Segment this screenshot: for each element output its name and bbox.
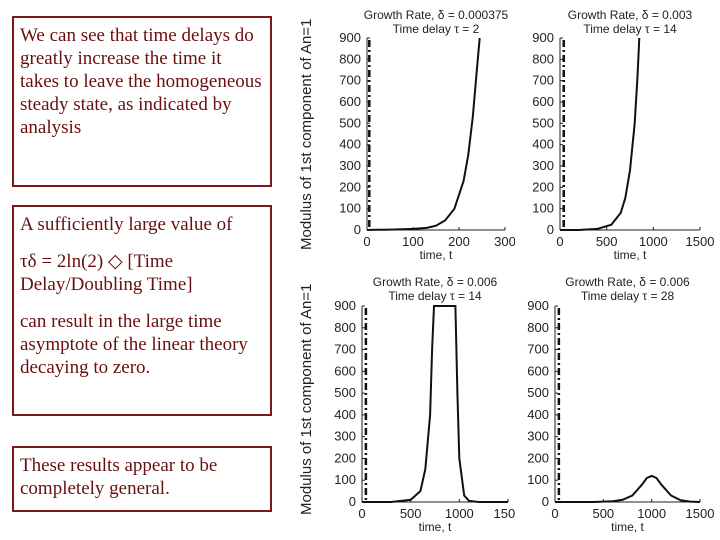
y-tick-label: 100 [532, 201, 554, 216]
x-tick-label: 1000 [637, 506, 666, 521]
chart-subtitle: Time delay τ = 2 [393, 22, 480, 36]
y-tick-label: 400 [527, 407, 549, 422]
y-tick-label: 300 [339, 158, 361, 173]
y-tick-label: 900 [532, 30, 554, 45]
y-tick-label: 200 [334, 450, 356, 465]
x-axis-label: time, t [420, 248, 453, 262]
x-tick-label: 100 [402, 234, 424, 249]
chart-subtitle: Time delay τ = 14 [583, 22, 677, 36]
y-tick-label: 400 [339, 137, 361, 152]
x-axis-label: time, t [419, 520, 452, 534]
y-tick-label: 500 [334, 385, 356, 400]
x-tick-label: 500 [400, 506, 422, 521]
y-axis-label-bottom: Modulus of 1st component of An=1 [298, 283, 315, 515]
y-tick-label: 300 [532, 158, 554, 173]
y-tick-label: 100 [527, 472, 549, 487]
y-tick-label: 700 [527, 342, 549, 357]
y-tick-label: 600 [532, 94, 554, 109]
y-tick-label: 400 [532, 137, 554, 152]
series-line [555, 474, 701, 503]
x-tick-label: 0 [358, 506, 365, 521]
text-box-1-content: We can see that time delays do greatly i… [20, 25, 262, 138]
text-box-2-para-1: A sufficiently large value of [20, 214, 233, 235]
y-tick-label: 800 [527, 320, 549, 335]
y-tick-label: 800 [334, 320, 356, 335]
y-tick-label: 200 [532, 179, 554, 194]
y-tick-label: 500 [532, 115, 554, 130]
y-tick-label: 700 [532, 73, 554, 88]
y-tick-label: 0 [349, 494, 356, 509]
y-tick-label: 900 [339, 30, 361, 45]
text-box-large-value: A sufficiently large value of τδ = 2ln(2… [12, 205, 272, 416]
y-tick-label: 600 [527, 363, 549, 378]
chart-subtitle: Time delay τ = 14 [388, 289, 482, 303]
x-tick-label: 500 [592, 506, 614, 521]
y-tick-label: 900 [334, 298, 356, 313]
x-tick-label: 300 [494, 234, 515, 249]
y-tick-label: 0 [354, 222, 361, 237]
x-tick-label: 1000 [445, 506, 474, 521]
text-box-2-para-2: τδ = 2ln(2) ◇ [Time Delay/Doubling Time] [20, 251, 193, 295]
y-tick-label: 500 [527, 385, 549, 400]
y-tick-label: 800 [339, 51, 361, 66]
y-tick-label: 600 [334, 363, 356, 378]
y-tick-label: 500 [339, 115, 361, 130]
y-tick-label: 0 [542, 494, 549, 509]
y-tick-label: 300 [334, 429, 356, 444]
y-tick-label: 200 [527, 450, 549, 465]
x-tick-label: 0 [556, 234, 563, 249]
x-axis-label: time, t [614, 248, 647, 262]
y-tick-label: 400 [334, 407, 356, 422]
x-tick-label: 1500 [686, 234, 715, 249]
y-tick-label: 100 [339, 201, 361, 216]
series-line [560, 37, 641, 231]
series-line [366, 37, 481, 231]
x-tick-label: 500 [596, 234, 618, 249]
y-tick-label: 700 [334, 342, 356, 357]
x-tick-label: 1500 [494, 506, 515, 521]
x-tick-label: 0 [363, 234, 370, 249]
x-axis-label: time, t [611, 520, 644, 534]
text-box-leaving-steady-state: We can see that time delays do greatly i… [12, 16, 272, 187]
x-tick-label: 200 [448, 234, 470, 249]
chart-title: Growth Rate, δ = 0.003 [568, 8, 693, 22]
chart-title: Growth Rate, δ = 0.000375 [364, 8, 509, 22]
y-tick-label: 800 [532, 51, 554, 66]
y-tick-label: 600 [339, 94, 361, 109]
text-box-2-para-3: can result in the large time asymptote o… [20, 311, 248, 378]
y-tick-label: 200 [339, 179, 361, 194]
y-tick-label: 100 [334, 472, 356, 487]
y-tick-label: 300 [527, 429, 549, 444]
text-box-general-results: These results appear to be completely ge… [12, 446, 272, 512]
chart-title: Growth Rate, δ = 0.006 [373, 275, 498, 289]
text-box-3-content: These results appear to be completely ge… [20, 455, 218, 499]
x-tick-label: 0 [551, 506, 558, 521]
y-tick-label: 0 [547, 222, 554, 237]
y-tick-label: 700 [339, 73, 361, 88]
chart-subtitle: Time delay τ = 28 [581, 289, 675, 303]
y-tick-label: 900 [527, 298, 549, 313]
y-axis-label-top: Modulus of 1st component of An=1 [298, 18, 315, 250]
chart-title: Growth Rate, δ = 0.006 [565, 275, 690, 289]
x-tick-label: 1000 [639, 234, 668, 249]
series-line [362, 305, 508, 503]
x-tick-label: 1500 [686, 506, 715, 521]
